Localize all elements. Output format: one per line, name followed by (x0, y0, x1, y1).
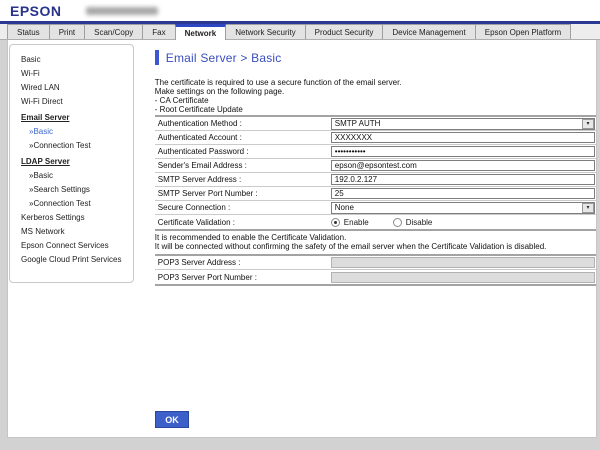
tab-epson-open-platform[interactable]: Epson Open Platform (474, 24, 572, 39)
chevron-down-icon[interactable]: ▾ (582, 202, 594, 213)
content-panel: Basic Wi-Fi Wired LAN Wi-Fi Direct Email… (7, 40, 597, 438)
form-row-pop3-server-port: POP3 Server Port Number : (155, 270, 596, 284)
authentication-method-label: Authentication Method : (157, 119, 242, 128)
page-title: Email Server > Basic (165, 50, 282, 65)
pop3-server-port-input (330, 271, 595, 283)
tab-network[interactable]: Network (174, 24, 227, 40)
model-name-redacted (85, 6, 158, 15)
note-line: It will be connected without confirming … (154, 241, 547, 251)
description-line: - Root Certificate Update (154, 105, 243, 114)
tab-bar-filler (571, 24, 600, 39)
form-row-authenticated-password: Authenticated Password : (154, 145, 596, 159)
ok-button[interactable]: OK (155, 411, 189, 428)
main-area: Email Server > Basic The certificate is … (154, 40, 596, 286)
title-accent-bar (154, 50, 159, 65)
enable-label: Enable (343, 217, 369, 227)
sender-email-input[interactable] (330, 160, 595, 171)
form-row-smtp-server-address: SMTP Server Address : (154, 173, 596, 187)
sidebar-item-google-cloud-print-services[interactable]: Google Cloud Print Services (21, 254, 122, 264)
tab-status[interactable]: Status (7, 24, 50, 39)
radio-enable-icon[interactable] (330, 217, 340, 227)
smtp-server-port-label: SMTP Server Port Number : (157, 189, 258, 198)
sidebar-group-email-server[interactable]: Email Server (21, 112, 70, 122)
certificate-validation-disable-option[interactable]: Disable (392, 217, 433, 227)
sidebar-item-ldap-basic[interactable]: »Basic (29, 170, 54, 180)
authenticated-password-label: Authenticated Password : (157, 147, 249, 156)
sidebar-item-email-connection-test[interactable]: »Connection Test (29, 140, 91, 150)
sidebar-item-wifi-direct[interactable]: Wi-Fi Direct (21, 96, 63, 106)
certificate-validation-enable-option[interactable]: Enable (330, 217, 369, 227)
description-line: Make settings on the following page. (154, 87, 285, 96)
page-description: The certificate is required to use a sec… (155, 78, 596, 114)
certificate-validation-note: It is recommended to enable the Certific… (154, 233, 596, 251)
sidebar-item-ldap-search-settings[interactable]: »Search Settings (29, 184, 90, 194)
sidebar: Basic Wi-Fi Wired LAN Wi-Fi Direct Email… (9, 44, 134, 283)
sidebar-item-epson-connect-services[interactable]: Epson Connect Services (21, 240, 109, 250)
authentication-method-value: SMTP AUTH (334, 119, 381, 128)
description-line: - CA Certificate (154, 96, 209, 105)
sender-email-label: Sender's Email Address : (157, 161, 247, 170)
sidebar-item-basic[interactable]: Basic (21, 54, 41, 64)
authentication-method-select[interactable]: SMTP AUTH ▾ (330, 117, 595, 130)
sidebar-item-kerberos-settings[interactable]: Kerberos Settings (21, 212, 85, 222)
epson-logo: EPSON (10, 2, 62, 19)
tab-network-security[interactable]: Network Security (225, 24, 306, 39)
sidebar-item-ldap-connection-test[interactable]: »Connection Test (29, 198, 91, 208)
content-area: Basic Wi-Fi Wired LAN Wi-Fi Direct Email… (0, 40, 600, 450)
form-row-certificate-validation: Certificate Validation : Enable Disable (155, 215, 596, 229)
secure-connection-value: None (334, 203, 354, 212)
tab-device-management[interactable]: Device Management (382, 24, 476, 39)
tab-fax[interactable]: Fax (142, 24, 176, 39)
sidebar-item-wired-lan[interactable]: Wired LAN (21, 82, 60, 92)
note-line: It is recommended to enable the Certific… (154, 233, 347, 242)
chevron-down-icon[interactable]: ▾ (582, 118, 594, 129)
form-row-smtp-server-port: SMTP Server Port Number : (154, 187, 596, 201)
pop3-server-address-input (330, 257, 595, 268)
pop3-server-address-label: POP3 Server Address : (157, 258, 241, 267)
form-row-sender-email: Sender's Email Address : (154, 159, 596, 173)
sidebar-item-email-basic[interactable]: »Basic (29, 126, 54, 136)
sidebar-item-ms-network[interactable]: MS Network (21, 226, 65, 236)
smtp-server-port-input[interactable] (330, 188, 595, 199)
tab-print[interactable]: Print (48, 24, 86, 39)
header-accent-line (0, 21, 600, 24)
authenticated-account-label: Authenticated Account : (157, 133, 242, 142)
header: EPSON (0, 0, 600, 21)
pop3-server-port-label: POP3 Server Port Number : (157, 272, 257, 282)
tab-scan-copy[interactable]: Scan/Copy (84, 24, 144, 39)
email-server-form: Authentication Method : SMTP AUTH ▾ Auth… (154, 115, 596, 231)
description-line: The certificate is required to use a sec… (154, 78, 402, 87)
smtp-server-address-label: SMTP Server Address : (157, 175, 242, 184)
disable-label: Disable (405, 217, 433, 227)
certificate-validation-label: Certificate Validation : (157, 217, 236, 227)
form-row-authenticated-account: Authenticated Account : (154, 131, 596, 145)
form-row-pop3-server-address: POP3 Server Address : (154, 256, 596, 270)
form-row-authentication-method: Authentication Method : SMTP AUTH ▾ (154, 117, 596, 131)
secure-connection-label: Secure Connection : (157, 203, 231, 212)
authenticated-password-input[interactable] (330, 146, 595, 157)
sidebar-item-wifi[interactable]: Wi-Fi (21, 68, 40, 78)
page-title-row: Email Server > Basic (154, 50, 596, 65)
form-row-secure-connection: Secure Connection : None ▾ (154, 201, 596, 215)
secure-connection-select[interactable]: None ▾ (330, 201, 595, 214)
tab-product-security[interactable]: Product Security (304, 24, 384, 39)
radio-disable-icon[interactable] (392, 217, 402, 227)
tab-bar: Status Print Scan/Copy Fax Network Netwo… (0, 24, 600, 40)
authenticated-account-input[interactable] (330, 132, 595, 143)
pop3-form: POP3 Server Address : POP3 Server Port N… (154, 254, 596, 286)
smtp-server-address-input[interactable] (330, 174, 595, 185)
sidebar-group-ldap-server[interactable]: LDAP Server (21, 156, 70, 166)
